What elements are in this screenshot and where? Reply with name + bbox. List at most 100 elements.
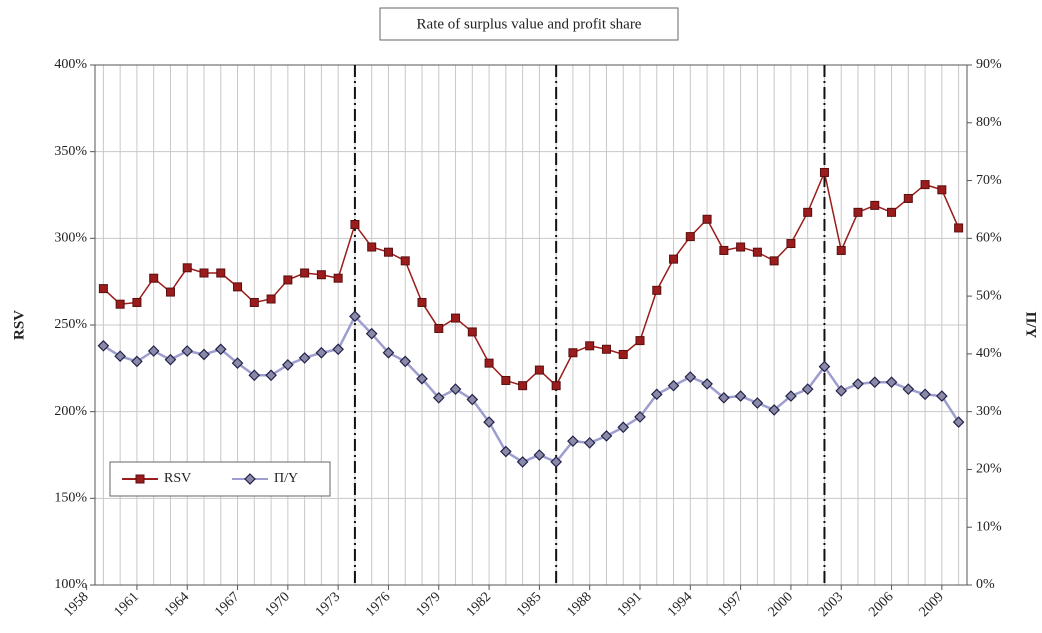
marker	[131, 355, 143, 368]
marker	[244, 473, 256, 485]
marker	[920, 180, 930, 190]
marker	[182, 263, 192, 273]
marker	[935, 390, 948, 402]
marker	[164, 353, 177, 366]
marker	[534, 365, 544, 375]
legend-label: Π/Y	[274, 471, 298, 486]
x-tick-label: 1985	[514, 589, 544, 619]
title-box	[379, 7, 679, 41]
marker	[432, 391, 445, 404]
marker	[550, 456, 563, 468]
marker	[803, 207, 813, 217]
marker	[434, 323, 444, 333]
marker	[919, 388, 931, 401]
y-tick-label: 100%	[54, 577, 87, 592]
x-tick-label: 1967	[212, 589, 242, 619]
marker	[801, 383, 814, 395]
marker	[937, 185, 947, 195]
x-tick-label: 1961	[112, 589, 142, 619]
marker	[650, 388, 663, 401]
y2-tick-label: 10%	[976, 519, 1002, 534]
x-tick-label: 1958	[61, 589, 91, 619]
marker	[516, 456, 529, 468]
marker	[786, 239, 796, 249]
marker	[416, 372, 428, 385]
marker	[600, 430, 613, 442]
marker	[702, 214, 712, 224]
y-axis-label: RSV	[11, 310, 27, 340]
series-line	[102, 314, 960, 464]
marker	[785, 390, 797, 402]
y2-tick-label: 80%	[976, 115, 1002, 130]
marker	[97, 339, 110, 352]
marker	[667, 379, 680, 392]
marker	[333, 273, 343, 283]
marker	[601, 344, 611, 354]
marker	[149, 273, 159, 283]
marker	[114, 350, 127, 363]
marker	[870, 200, 880, 210]
marker	[332, 343, 345, 356]
marker	[734, 390, 747, 402]
marker	[449, 383, 462, 395]
marker	[617, 421, 630, 434]
marker	[383, 247, 393, 257]
marker	[585, 341, 595, 351]
marker	[752, 247, 762, 257]
marker	[382, 346, 395, 359]
marker	[214, 343, 227, 356]
y2-tick-label: 30%	[976, 404, 1002, 419]
marker	[551, 381, 561, 391]
marker	[835, 385, 848, 397]
marker	[685, 232, 695, 242]
marker	[836, 245, 846, 255]
legend: RSV Π/Y	[109, 461, 331, 497]
marker	[885, 376, 898, 389]
x-tick-label: 2000	[766, 589, 796, 619]
y-tick-label: 250%	[54, 317, 87, 332]
marker	[618, 349, 628, 359]
y-tick-label: 200%	[54, 404, 87, 419]
x-tick-label: 2003	[816, 589, 846, 619]
marker	[567, 435, 579, 447]
marker	[281, 359, 294, 371]
legend-label: RSV	[164, 471, 191, 486]
x-tick-label: 1973	[313, 589, 343, 619]
x-tick-label: 1988	[564, 589, 594, 619]
y2-tick-label: 0%	[976, 577, 995, 592]
marker	[466, 393, 479, 406]
marker	[853, 207, 863, 217]
marker	[499, 445, 512, 458]
y2-tick-label: 70%	[976, 173, 1002, 188]
marker	[669, 254, 679, 264]
marker	[533, 449, 546, 461]
marker	[315, 346, 328, 359]
marker	[483, 416, 495, 428]
marker	[216, 268, 226, 278]
marker	[316, 270, 326, 280]
marker	[819, 167, 829, 177]
marker	[135, 474, 145, 484]
marker	[751, 397, 764, 409]
marker	[902, 383, 915, 395]
x-tick-label: 1976	[363, 589, 393, 619]
x-tick-label: 1994	[665, 589, 695, 619]
marker	[868, 376, 881, 389]
marker	[634, 411, 646, 423]
marker	[132, 297, 142, 307]
marker	[451, 313, 461, 323]
marker	[98, 284, 108, 294]
marker	[769, 256, 779, 266]
x-tick-label: 1970	[263, 589, 293, 619]
x-tick-label: 1991	[615, 589, 645, 619]
y2-tick-label: 40%	[976, 346, 1002, 361]
marker	[852, 378, 864, 390]
marker	[298, 352, 311, 364]
marker	[233, 282, 243, 292]
x-tick-label: 2009	[917, 589, 947, 619]
marker	[417, 297, 427, 307]
x-tick-label: 1982	[464, 589, 494, 619]
marker	[719, 245, 729, 255]
